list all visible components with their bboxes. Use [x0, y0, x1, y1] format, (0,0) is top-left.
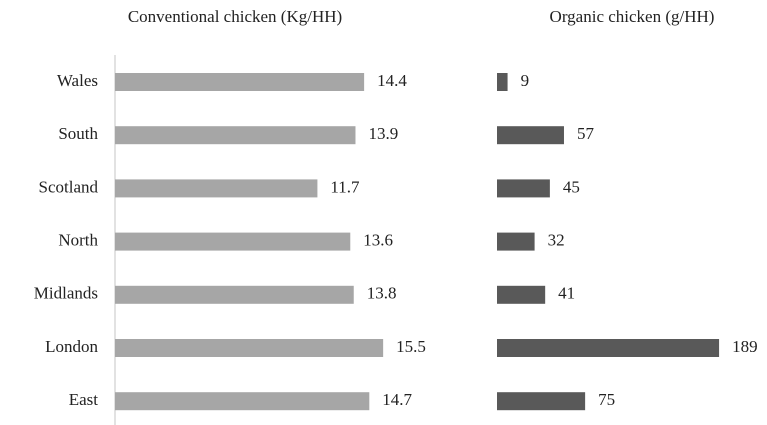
value-label: 13.9 [368, 124, 398, 143]
bar [497, 126, 564, 145]
value-label: 15.5 [396, 337, 426, 356]
category-label: Scotland [39, 177, 99, 196]
value-label: 32 [548, 231, 565, 250]
value-label: 45 [563, 177, 580, 196]
bar [115, 392, 370, 411]
category-label: Midlands [34, 284, 98, 303]
value-label: 14.4 [377, 71, 407, 90]
value-label: 14.7 [382, 390, 412, 409]
value-label: 13.8 [367, 284, 397, 303]
bar [115, 126, 356, 145]
category-label: London [45, 337, 98, 356]
panel-title: Organic chicken (g/HH) [550, 7, 715, 26]
value-label: 9 [521, 71, 530, 90]
bar [115, 339, 384, 357]
value-label: 75 [598, 390, 615, 409]
bar [497, 179, 550, 198]
category-label: South [58, 124, 98, 143]
bar [115, 232, 351, 251]
bar [497, 285, 546, 304]
value-label: 11.7 [330, 177, 360, 196]
bar [497, 73, 508, 91]
bar [115, 285, 354, 304]
value-label: 41 [558, 284, 575, 303]
category-label: North [58, 231, 98, 250]
bar [115, 179, 318, 198]
category-label: East [69, 390, 99, 409]
bar [497, 392, 586, 411]
bar [497, 232, 535, 251]
value-label: 189 [732, 337, 758, 356]
value-label: 57 [577, 124, 595, 143]
bar [497, 339, 720, 357]
category-label: Wales [57, 71, 98, 90]
bar [115, 73, 365, 91]
panel-title: Conventional chicken (Kg/HH) [128, 7, 342, 26]
value-label: 13.6 [363, 231, 393, 250]
